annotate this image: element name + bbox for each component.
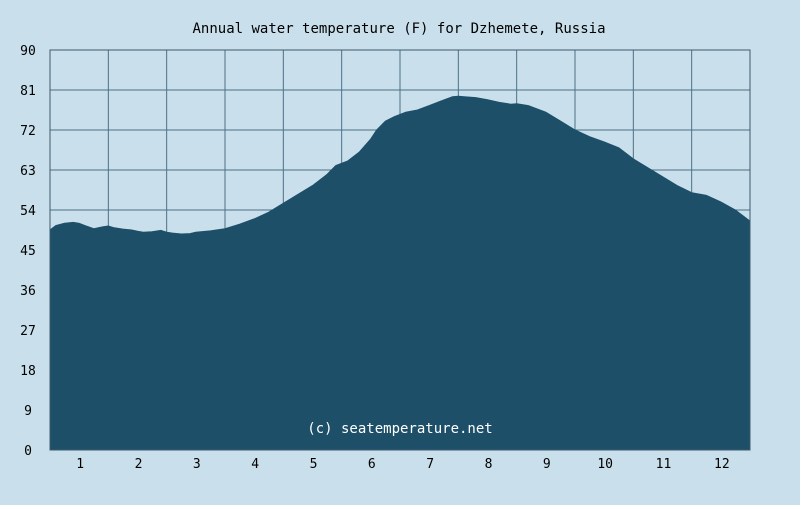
x-tick-label: 9 [543, 457, 551, 472]
y-tick-label: 72 [20, 124, 36, 139]
x-tick-labels: 1 2 3 4 5 6 7 8 9 10 11 12 [76, 457, 729, 472]
y-tick-label: 9 [24, 404, 32, 419]
y-tick-label: 36 [20, 284, 36, 299]
y-tick-label: 90 [20, 44, 36, 59]
copyright-watermark: (c) seatemperature.net [307, 421, 492, 437]
x-tick-label: 8 [485, 457, 493, 472]
chart-title: Annual water temperature (F) for Dzhemet… [192, 21, 605, 37]
x-tick-label: 2 [135, 457, 143, 472]
x-tick-label: 11 [656, 457, 672, 472]
data-area-layer [49, 95, 751, 451]
y-tick-label: 45 [20, 244, 36, 259]
x-tick-label: 1 [76, 457, 84, 472]
y-tick-label: 27 [20, 324, 36, 339]
y-tick-labels: 0 9 18 27 36 45 54 63 72 81 90 [20, 44, 36, 459]
x-tick-label: 6 [368, 457, 376, 472]
y-tick-label: 54 [20, 204, 36, 219]
x-tick-label: 5 [310, 457, 318, 472]
y-tick-label: 0 [24, 444, 32, 459]
axis-layer [49, 49, 751, 451]
temperature-area [49, 95, 751, 451]
x-tick-label: 7 [426, 457, 434, 472]
y-tick-label: 81 [20, 84, 36, 99]
x-tick-label: 12 [714, 457, 730, 472]
x-tick-label: 10 [597, 457, 613, 472]
plot-border [49, 49, 751, 451]
y-tick-label: 18 [20, 364, 36, 379]
x-tick-label: 4 [251, 457, 259, 472]
y-tick-label: 63 [20, 164, 36, 179]
x-tick-label: 3 [193, 457, 201, 472]
